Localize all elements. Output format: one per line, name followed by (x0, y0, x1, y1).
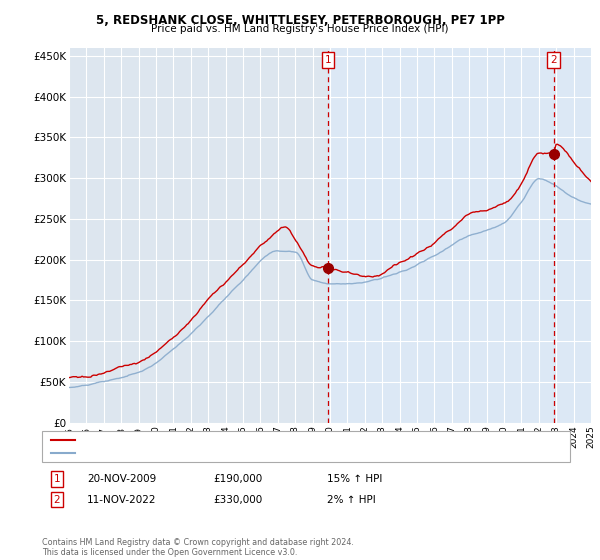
Text: 1: 1 (53, 474, 61, 484)
Text: 2% ↑ HPI: 2% ↑ HPI (327, 494, 376, 505)
Text: Contains HM Land Registry data © Crown copyright and database right 2024.
This d: Contains HM Land Registry data © Crown c… (42, 538, 354, 557)
Text: HPI: Average price, detached house, Fenland: HPI: Average price, detached house, Fenl… (79, 449, 282, 458)
Text: 2: 2 (53, 494, 61, 505)
Text: 5, REDSHANK CLOSE, WHITTLESEY, PETERBOROUGH, PE7 1PP: 5, REDSHANK CLOSE, WHITTLESEY, PETERBORO… (95, 14, 505, 27)
Text: £330,000: £330,000 (213, 494, 262, 505)
Text: 2: 2 (550, 55, 557, 65)
Bar (69, 48, 328, 423)
Text: 11-NOV-2022: 11-NOV-2022 (87, 494, 157, 505)
Text: Price paid vs. HM Land Registry's House Price Index (HPI): Price paid vs. HM Land Registry's House … (151, 24, 449, 34)
Text: 1: 1 (325, 55, 332, 65)
Text: 15% ↑ HPI: 15% ↑ HPI (327, 474, 382, 484)
Text: 20-NOV-2009: 20-NOV-2009 (87, 474, 156, 484)
Bar (328, 48, 591, 423)
Text: 5, REDSHANK CLOSE, WHITTLESEY, PETERBOROUGH, PE7 1PP (detached house): 5, REDSHANK CLOSE, WHITTLESEY, PETERBORO… (79, 435, 439, 444)
Text: £190,000: £190,000 (213, 474, 262, 484)
